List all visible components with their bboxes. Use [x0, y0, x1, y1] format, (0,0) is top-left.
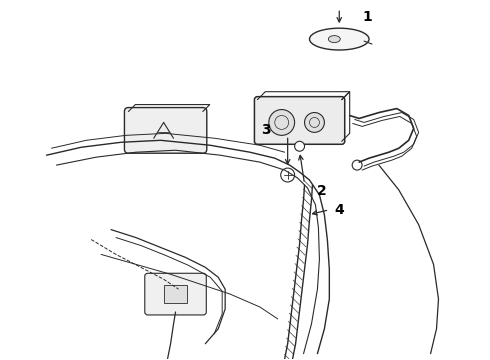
Text: 4: 4 [334, 203, 344, 217]
FancyBboxPatch shape [254, 96, 345, 144]
Text: 2: 2 [317, 184, 326, 198]
Text: 3: 3 [261, 123, 270, 138]
Ellipse shape [328, 36, 340, 42]
Circle shape [294, 141, 305, 151]
Text: 1: 1 [362, 10, 372, 24]
Circle shape [352, 160, 362, 170]
FancyBboxPatch shape [124, 108, 207, 153]
Circle shape [305, 113, 324, 132]
FancyBboxPatch shape [145, 273, 206, 315]
Circle shape [269, 109, 294, 135]
Circle shape [281, 168, 294, 182]
Ellipse shape [310, 28, 369, 50]
Bar [164, 285, 188, 303]
